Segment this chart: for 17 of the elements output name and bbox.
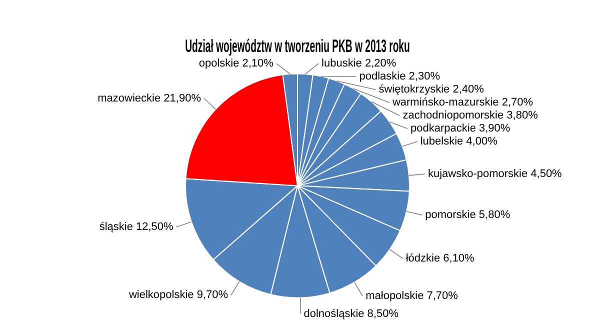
slice-label: zachodniopomorskie 3,80%: [402, 110, 538, 122]
slice-label: kujawsko-pomorskie 4,50%: [428, 168, 562, 180]
slice-label: lubuskie 2,20%: [322, 58, 396, 70]
slice-label: lubelskie 4,00%: [420, 136, 498, 148]
chart-title: Udział województw w tworzeniu PKB w 2013 roku: [185, 36, 410, 57]
slice-label: małopolskie 7,70%: [366, 290, 458, 302]
slice-label: świętokrzyskie 2,40%: [378, 84, 484, 96]
slice-label: dolnośląskie 8,50%: [304, 308, 399, 320]
slice-label: łódzkie 6,10%: [406, 252, 475, 265]
slice-label: opolskie 2,10%: [198, 58, 274, 70]
slice-label: pomorskie 5,80%: [425, 209, 510, 222]
slice-label: podlaskie 2,30%: [359, 70, 440, 83]
slice-label: podkarpackie 3,90%: [410, 122, 510, 135]
slice-label: wielkopolskie 9,70%: [128, 289, 228, 302]
slice-label: warmińsko-mazurskie 2,70%: [391, 96, 534, 109]
slice-label: mazowieckie 21,90%: [98, 92, 202, 104]
slice-label: śląskie 12,50%: [99, 221, 174, 234]
